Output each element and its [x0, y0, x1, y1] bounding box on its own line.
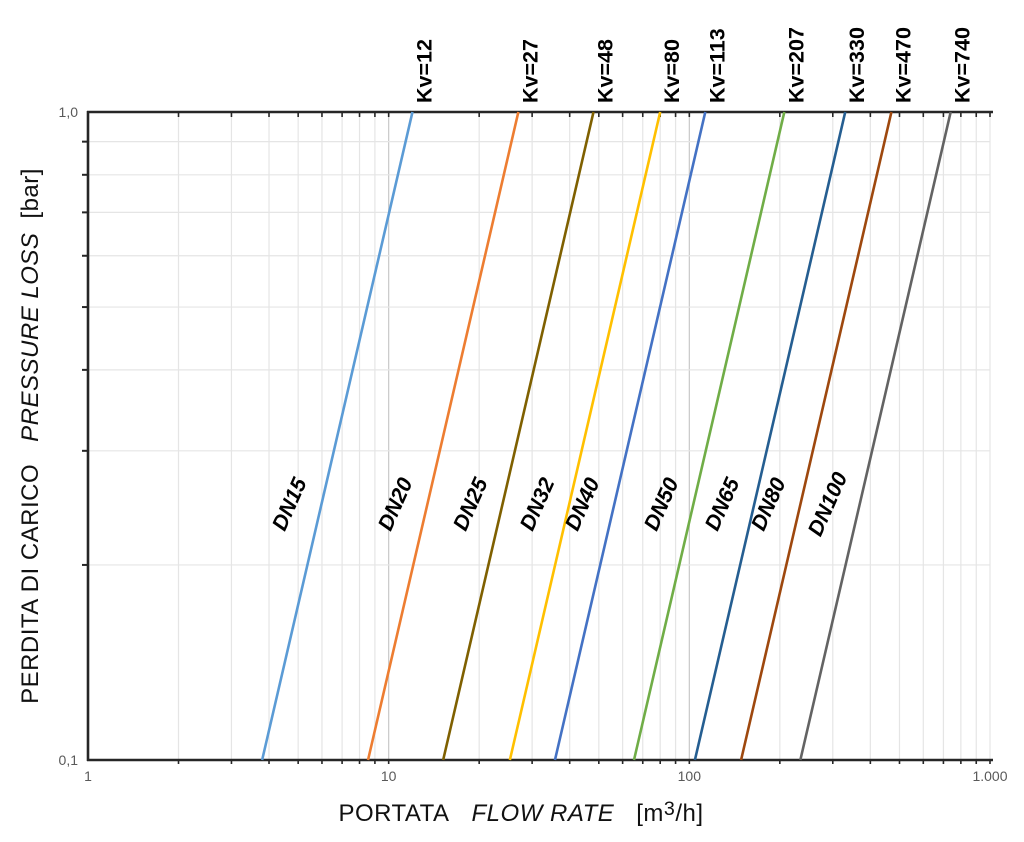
- dn-label-DN50: DN50: [639, 474, 683, 534]
- kv-labels: Kv=12 Kv=27 Kv=48 Kv=80 Kv=113 Kv=207 Kv=330 Kv…: [412, 27, 974, 103]
- kv-label-DN15: Kv=12: [412, 39, 436, 103]
- y-axis-unit: [bar]: [17, 168, 44, 219]
- dn-label-DN32: DN32: [515, 474, 559, 534]
- x-axis-title: PORTATA FLOW RATE [m3/h]: [338, 798, 703, 828]
- dn-label-DN15: DN15: [267, 473, 312, 534]
- x-axis-title-english: FLOW RATE: [471, 800, 615, 827]
- y-axis-title: PERDITA DI CARICO PRESSURE LOSS [bar]: [17, 168, 45, 704]
- series-line-DN50: [632, 111, 786, 761]
- x-tick-label: 100: [678, 768, 702, 784]
- axis-ticks: [82, 112, 991, 764]
- x-axis-title-italian: PORTATA: [338, 800, 450, 827]
- kv-label-DN40: Kv=113: [705, 28, 729, 103]
- dn-label-DN40: DN40: [560, 474, 604, 534]
- series-line-DN32: [508, 111, 662, 761]
- dn-label-DN100: DN100: [803, 469, 852, 540]
- series-line-DN100: [799, 111, 952, 761]
- y-tick-label: 1,0: [59, 104, 79, 120]
- series-line-DN65: [693, 111, 847, 761]
- dn-label-DN65: DN65: [700, 473, 745, 534]
- series-line-DN40: [553, 111, 707, 761]
- series-lines: [260, 111, 952, 761]
- kv-label-DN50: Kv=207: [784, 27, 808, 103]
- kv-label-DN65: Kv=330: [845, 27, 869, 103]
- gridlines: [88, 112, 991, 760]
- x-axis-unit: [m3/h]: [636, 798, 704, 827]
- series-line-DN20: [366, 111, 520, 761]
- axes: [86, 110, 993, 762]
- x-tick-label: 1.000: [972, 768, 1007, 784]
- tick-labels: 1 10 100 1.000 1,0 0,1: [59, 104, 1008, 784]
- dn-labels: DN15 DN20 DN25 DN32 DN40 DN50 DN65 DN80 DN100: [267, 469, 852, 540]
- y-axis-title-italian: PERDITA DI CARICO: [17, 463, 44, 704]
- series-line-DN15: [260, 111, 414, 761]
- kv-label-DN20: Kv=27: [518, 39, 542, 103]
- kv-label-DN25: Kv=48: [593, 39, 617, 103]
- kv-label-DN100: Kv=740: [951, 27, 975, 103]
- kv-label-DN80: Kv=470: [891, 27, 915, 103]
- dn-label-DN25: DN25: [448, 473, 493, 534]
- x-tick-label: 10: [381, 768, 397, 784]
- x-tick-label: 1: [84, 768, 92, 784]
- dn-label-DN20: DN20: [373, 474, 417, 534]
- series-line-DN80: [739, 111, 893, 761]
- kv-label-DN32: Kv=80: [660, 39, 684, 103]
- y-axis-title-english: PRESSURE LOSS: [17, 232, 44, 442]
- series-line-DN25: [441, 111, 595, 761]
- y-tick-label: 0,1: [59, 752, 79, 768]
